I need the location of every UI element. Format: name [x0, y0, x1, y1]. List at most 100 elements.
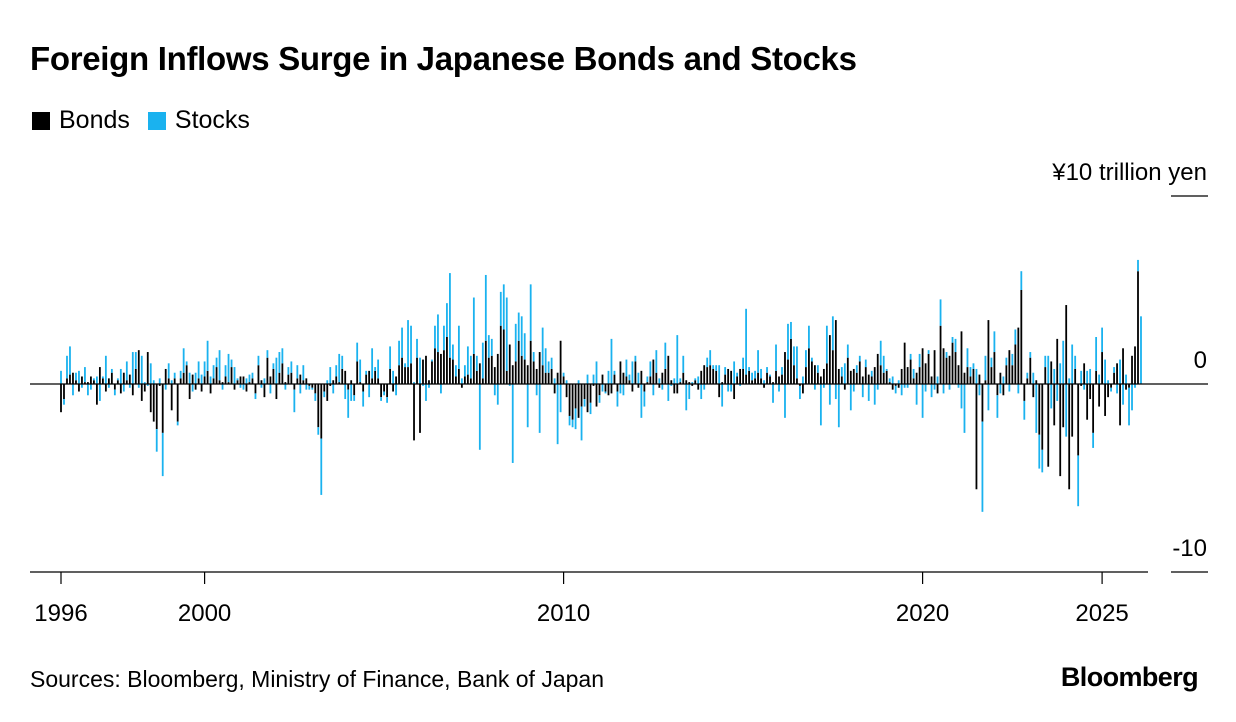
bar-bonds — [455, 376, 457, 384]
bar-stocks — [302, 365, 305, 381]
bar-stocks — [1137, 259, 1139, 272]
bar-bonds — [78, 384, 80, 392]
bar-bonds — [1089, 384, 1092, 400]
bar-bonds — [149, 384, 152, 413]
bar-stocks — [1038, 434, 1041, 469]
bar-stocks — [969, 367, 972, 377]
bar-stocks — [721, 384, 724, 407]
bar-stocks — [619, 384, 622, 394]
bar-bonds — [562, 376, 565, 384]
bar-stocks — [257, 355, 260, 366]
bar-bonds — [805, 367, 807, 384]
bar-bonds — [1125, 384, 1127, 390]
bar-bonds — [667, 355, 670, 384]
bar-bonds — [975, 384, 978, 490]
bar-stocks — [694, 378, 697, 381]
bar-bonds — [457, 368, 460, 384]
bar-stocks — [1110, 387, 1112, 392]
bar-bonds — [538, 352, 541, 384]
bar-stocks — [1131, 384, 1133, 411]
bar-stocks — [149, 363, 152, 384]
bar-bonds — [571, 384, 574, 420]
bar-stocks — [469, 355, 472, 379]
bar-bonds — [233, 384, 236, 390]
bar-bonds — [915, 372, 918, 384]
bar-bonds — [275, 384, 278, 400]
bar-stocks — [664, 342, 667, 369]
bar-stocks — [957, 384, 960, 388]
bar-stocks — [924, 384, 927, 392]
bar-stocks — [75, 372, 77, 381]
bar-bonds — [912, 378, 915, 384]
y-tick-label: -10 — [1172, 535, 1207, 562]
bar-stocks — [508, 384, 511, 386]
bar-bonds — [849, 370, 852, 384]
bar-bonds — [350, 380, 353, 384]
bar-bonds — [502, 329, 505, 384]
bar-bonds — [658, 384, 661, 388]
bar-bonds — [191, 374, 194, 384]
bar-stocks — [921, 384, 924, 418]
bar-bonds — [834, 320, 837, 384]
bar-stocks — [517, 312, 520, 341]
bar-bonds — [553, 384, 556, 394]
bar-bonds — [535, 368, 538, 384]
bar-stocks — [586, 374, 589, 384]
bar-bonds — [478, 363, 481, 384]
bar-bonds — [1062, 384, 1065, 428]
bar-bonds — [972, 368, 975, 384]
bar-stocks — [449, 273, 451, 358]
bar-stocks — [341, 355, 344, 369]
bar-stocks — [1071, 344, 1074, 384]
bar-bonds — [167, 378, 170, 384]
bar-bonds — [529, 340, 532, 384]
bar-bonds — [419, 384, 421, 433]
bar-bonds — [769, 376, 771, 384]
bar-bonds — [188, 384, 191, 400]
bar-stocks — [745, 308, 747, 375]
bar-bonds — [640, 370, 643, 384]
bar-stocks — [1128, 387, 1130, 426]
bar-bonds — [1098, 384, 1101, 407]
bar-bonds — [643, 384, 646, 392]
bar-stocks — [278, 352, 281, 373]
bar-bonds — [1014, 344, 1017, 384]
bar-stocks — [413, 382, 415, 384]
bar-stocks — [1035, 384, 1038, 433]
bar-stocks — [1089, 368, 1092, 384]
bar-bonds — [730, 370, 733, 384]
bar-bonds — [1053, 384, 1056, 426]
bar-bonds — [96, 384, 98, 405]
bar-stocks — [712, 365, 715, 369]
bar-bonds — [906, 367, 909, 384]
bar-stocks — [1017, 384, 1020, 394]
bar-stocks — [688, 384, 691, 400]
bar-bonds — [649, 376, 652, 384]
bar-stocks — [101, 376, 104, 379]
bar-stocks — [98, 384, 101, 401]
bar-stocks — [541, 327, 544, 366]
bar-bonds — [1011, 365, 1014, 384]
bar-stocks — [930, 384, 933, 398]
bar-bonds — [556, 372, 559, 384]
bar-stocks — [263, 378, 266, 384]
bar-bonds — [900, 368, 903, 384]
bar-bonds — [1005, 365, 1008, 384]
bar-stocks — [1011, 353, 1014, 366]
bar-stocks — [640, 384, 643, 418]
bar-stocks — [613, 370, 616, 375]
bar-bonds — [356, 361, 359, 384]
bar-bonds — [846, 357, 849, 384]
bar-bonds — [646, 382, 649, 384]
bar-bonds — [72, 372, 74, 384]
bar-stocks — [568, 415, 571, 426]
bar-bonds — [523, 359, 526, 384]
bar-bonds — [389, 368, 391, 384]
bar-bonds — [547, 372, 550, 384]
bar-stocks — [134, 352, 137, 369]
bar-stocks — [1113, 367, 1115, 373]
bar-stocks — [805, 350, 807, 368]
bar-bonds — [876, 353, 879, 384]
bar-bonds — [1050, 361, 1053, 384]
bar-bonds — [939, 325, 942, 384]
